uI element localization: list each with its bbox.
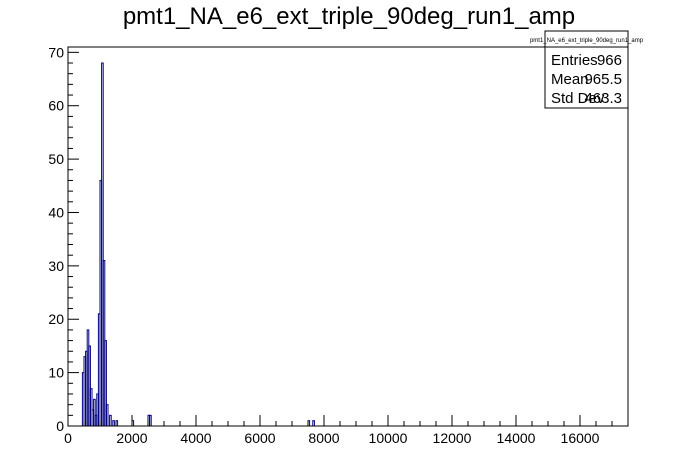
y-tick-label-10: 10: [48, 365, 64, 381]
y-tick-label-30: 30: [48, 258, 64, 274]
stat-stddev-label: Std Dev: [551, 90, 605, 107]
histogram-bin-17: [112, 420, 115, 427]
x-tick-label-16000: 16000: [561, 430, 600, 446]
histogram-bin-21: [149, 414, 152, 427]
x-tick-label-10000: 10000: [369, 430, 408, 446]
plot-frame: [67, 46, 629, 427]
stat-mean-label: Mean: [551, 71, 589, 88]
y-tick-label-70: 70: [48, 44, 64, 60]
y-tick-label-20: 20: [48, 311, 64, 327]
chart-title: pmt1_NA_e6_ext_triple_90deg_run1_amp: [123, 3, 575, 30]
stat-stddev-value: 463.3: [584, 90, 622, 107]
x-tick-label-8000: 8000: [308, 430, 339, 446]
stat-entries-value: 966: [597, 52, 622, 69]
y-tick-label-50: 50: [48, 151, 64, 167]
stats-box-frame: [544, 30, 629, 109]
histogram-bin-16: [109, 414, 112, 427]
stat-entries-label: Entries: [551, 52, 598, 69]
y-tick-label-0: 0: [56, 418, 64, 434]
x-tick-label-4000: 4000: [180, 430, 211, 446]
x-tick-label-0: 0: [64, 430, 72, 446]
y-tick-label-60: 60: [48, 98, 64, 114]
x-tick-label-2000: 2000: [116, 430, 147, 446]
stat-mean-value: 965.5: [584, 71, 622, 88]
x-tick-label-6000: 6000: [244, 430, 275, 446]
stats-box-title: pmt1_NA_e6_ext_triple_90deg_run1_amp: [530, 38, 644, 44]
histogram-bars: [81, 62, 315, 427]
axes: 0 10 20 30 40 50 60 70 0 2000 4000 6000 8000 10000 120…: [48, 44, 629, 446]
x-tick-label-14000: 14000: [497, 430, 536, 446]
stats-box: pmt1_NA_e6_ext_triple_90deg_run1_amp Ent…: [530, 30, 644, 109]
y-tick-label-40: 40: [48, 204, 64, 220]
histogram-bin-15: [105, 404, 109, 427]
histogram-bin-23: [312, 420, 315, 427]
x-tick-label-12000: 12000: [433, 430, 472, 446]
